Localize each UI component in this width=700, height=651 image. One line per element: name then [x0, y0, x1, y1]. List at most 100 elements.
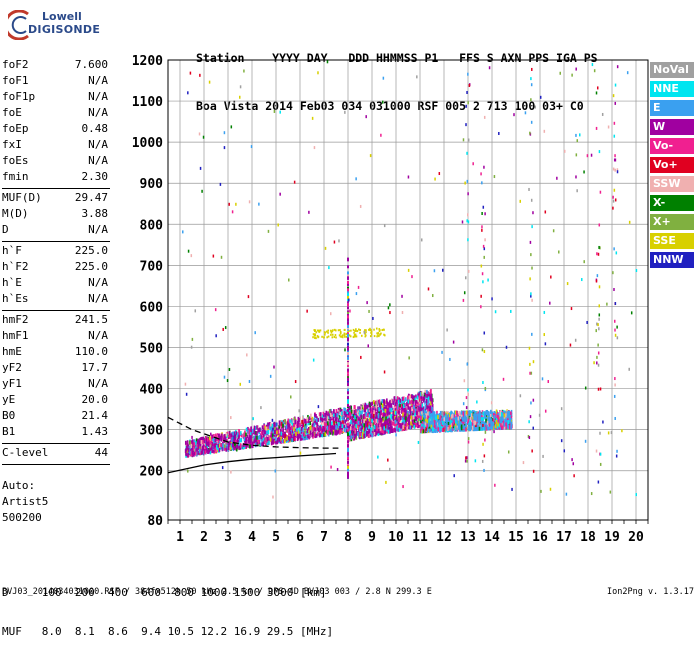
echo-point [510, 411, 512, 415]
echo-point [403, 397, 405, 401]
echo-point [344, 420, 346, 424]
echo-point [353, 419, 355, 423]
echo-point [329, 409, 331, 413]
noise-point [355, 177, 357, 180]
noise-point [484, 439, 486, 442]
echo-point [282, 439, 284, 443]
echo-point [326, 426, 328, 430]
echo-point [332, 425, 334, 429]
noise-point [294, 181, 296, 184]
noise-point [587, 154, 589, 157]
echo-point [360, 432, 362, 436]
noise-point [250, 432, 252, 435]
echo-point [439, 420, 441, 424]
echo-point [347, 401, 349, 404]
noise-point [215, 334, 217, 337]
echo-point [198, 444, 200, 448]
echo-point [291, 438, 293, 442]
noise-point [407, 413, 409, 416]
echo-point [417, 396, 419, 400]
noise-point [464, 379, 466, 382]
noise-point [540, 490, 542, 493]
echo-point [267, 437, 269, 441]
noise-point [545, 342, 547, 345]
echo-point [321, 336, 323, 338]
echo-point [487, 421, 489, 425]
echo-point [386, 398, 388, 402]
echo-point [389, 423, 391, 427]
x-tick-label: 4 [248, 530, 256, 545]
noise-point [342, 420, 344, 423]
noise-point [561, 407, 563, 410]
noise-point [467, 213, 469, 216]
echo-point [347, 369, 349, 372]
echo-point [450, 419, 452, 423]
echo-point [451, 427, 453, 431]
echo-point [384, 430, 386, 434]
noise-point [525, 111, 527, 114]
echo-point [193, 453, 195, 457]
echo-point [430, 397, 432, 401]
echo-point [355, 409, 357, 413]
echo-point [447, 427, 449, 431]
echo-point [465, 423, 467, 427]
noise-point [232, 210, 234, 213]
echo-point [462, 411, 464, 415]
noise-point [199, 74, 201, 77]
echo-point [197, 440, 199, 444]
echo-point [367, 405, 369, 409]
echo-point [270, 423, 272, 427]
echo-point [391, 399, 393, 403]
noise-point [482, 348, 484, 351]
echo-point [389, 401, 391, 405]
noise-point [347, 432, 349, 435]
echo-point [297, 424, 299, 428]
echo-point [330, 428, 332, 432]
echo-point [295, 432, 297, 436]
noise-point [194, 449, 196, 452]
noise-point [325, 247, 327, 250]
noise-point [295, 380, 297, 383]
echo-point [353, 436, 355, 440]
echo-point [347, 404, 349, 407]
echo-point [221, 438, 223, 442]
noise-point [481, 229, 483, 232]
echo-point [245, 433, 247, 437]
echo-point [494, 415, 496, 419]
noise-point [482, 381, 484, 384]
echo-point [270, 433, 272, 437]
echo-point [312, 432, 314, 436]
echo-point [383, 413, 385, 417]
x-tick-label: 3 [224, 530, 232, 545]
echo-point [418, 412, 420, 416]
echo-point [353, 329, 355, 331]
echo-point [408, 419, 410, 423]
x-tick-label: 10 [388, 530, 404, 545]
echo-point [374, 335, 376, 337]
noise-point [481, 181, 483, 184]
noise-point [533, 470, 535, 473]
echo-point [354, 410, 356, 414]
noise-point [593, 361, 595, 364]
echo-point [468, 419, 470, 423]
echo-point [362, 419, 364, 423]
echo-point [409, 395, 411, 399]
noise-point [483, 166, 485, 169]
echo-point [404, 408, 406, 412]
noise-point [636, 269, 638, 272]
echo-point [336, 418, 338, 422]
echo-point [416, 411, 418, 415]
noise-point [230, 471, 232, 474]
noise-point [272, 496, 274, 499]
echo-point [330, 330, 332, 332]
x-tick-label: 12 [436, 530, 452, 545]
noise-point [559, 72, 561, 75]
noise-point [542, 455, 544, 458]
noise-point [408, 269, 410, 272]
noise-point [367, 344, 369, 347]
noise-point [614, 189, 616, 192]
noise-point [446, 328, 448, 331]
echo-point [327, 431, 329, 435]
noise-point [548, 380, 550, 383]
echo-point [199, 449, 201, 453]
